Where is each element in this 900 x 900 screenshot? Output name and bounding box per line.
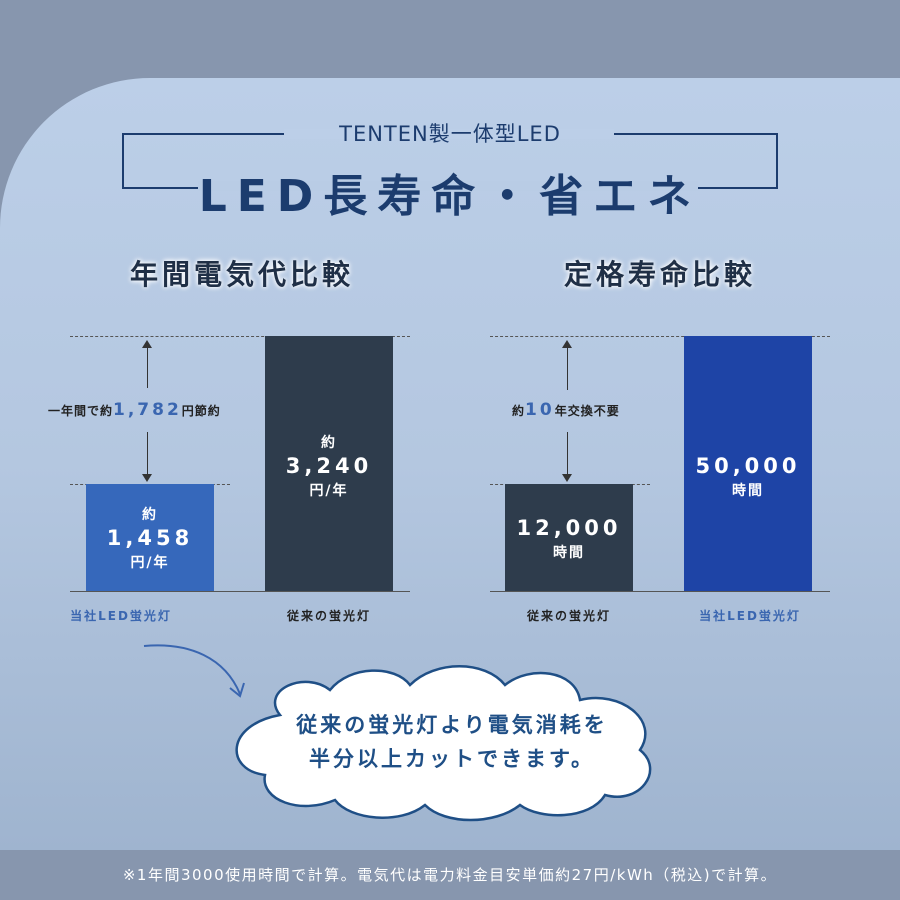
title-frame xyxy=(122,129,778,191)
left-arrow-down-icon xyxy=(142,474,152,482)
left-note-prefix: 一年間で約 xyxy=(48,404,114,418)
bubble-line-1: 従来の蛍光灯より電気消耗を xyxy=(296,713,608,737)
left-xlabel-old: 従来の蛍光灯 xyxy=(286,609,371,623)
bar-led-life: 50,000 時間 xyxy=(684,336,812,591)
bubble-line-2: 半分以上カットできます。 xyxy=(309,747,595,771)
page-subtitle: TENTEN製一体型LED xyxy=(339,122,561,146)
bar-old-life-value: 12,000 xyxy=(516,515,622,540)
right-note-prefix: 約 xyxy=(512,404,526,418)
right-arrow-down-icon xyxy=(562,474,572,482)
footer-note: ※1年間3000使用時間で計算。電気代は電力料金目安単価約27円/kWh（税込)… xyxy=(0,850,900,900)
right-note-suffix: 年交換不要 xyxy=(554,404,620,418)
right-arrow-shaft-top xyxy=(567,346,568,390)
right-lifetime-note: 約10年交換不要 xyxy=(512,400,620,420)
bar-led-cost-value: 1,458 xyxy=(106,525,194,550)
left-xlabel-led: 当社LED蛍光灯 xyxy=(70,609,172,623)
frame-gap-bottom xyxy=(198,181,698,191)
left-arrow-shaft-bottom xyxy=(147,432,148,474)
left-top-dashline xyxy=(70,336,410,337)
left-note-suffix: 円節約 xyxy=(181,404,221,418)
right-xlabel-old: 従来の蛍光灯 xyxy=(526,609,611,623)
right-arrow-shaft-bottom xyxy=(567,432,568,474)
right-arrow-up-icon xyxy=(562,340,572,348)
left-note-value: 1,782 xyxy=(113,400,182,420)
page-title: LED長寿命・省エネ xyxy=(198,171,702,222)
right-xlabel-led: 当社LED蛍光灯 xyxy=(699,609,801,623)
left-chart-heading: 年間電気代比較 xyxy=(129,258,354,291)
bar-old-cost-value: 3,240 xyxy=(285,454,373,478)
bar-led-cost-unit: 円/年 xyxy=(130,554,170,571)
bar-led-cost-pre: 約 xyxy=(142,506,158,523)
right-baseline xyxy=(490,591,830,592)
bar-old-cost: 約 3,240 円/年 xyxy=(265,336,393,591)
left-arrow-shaft-top xyxy=(147,346,148,388)
right-note-value: 10 xyxy=(525,400,555,420)
left-baseline xyxy=(70,591,410,592)
left-arrow-up-icon xyxy=(142,340,152,348)
bar-led-life-unit: 時間 xyxy=(732,483,764,499)
frame-gap-top xyxy=(284,129,614,139)
curved-arrow-icon xyxy=(143,644,245,698)
left-savings-note: 一年間で約1,782円節約 xyxy=(48,400,221,420)
bar-led-cost: 約 1,458 円/年 xyxy=(86,484,214,591)
right-chart-heading: 定格寿命比較 xyxy=(563,258,756,291)
right-top-dashline xyxy=(490,336,830,337)
cloud-bubble xyxy=(235,665,652,822)
bar-old-cost-pre: 約 xyxy=(321,435,337,451)
bar-led-life-value: 50,000 xyxy=(695,454,801,478)
bar-old-life: 12,000 時間 xyxy=(505,484,633,591)
bar-old-life-unit: 時間 xyxy=(553,544,585,561)
bar-old-cost-unit: 円/年 xyxy=(309,483,349,499)
